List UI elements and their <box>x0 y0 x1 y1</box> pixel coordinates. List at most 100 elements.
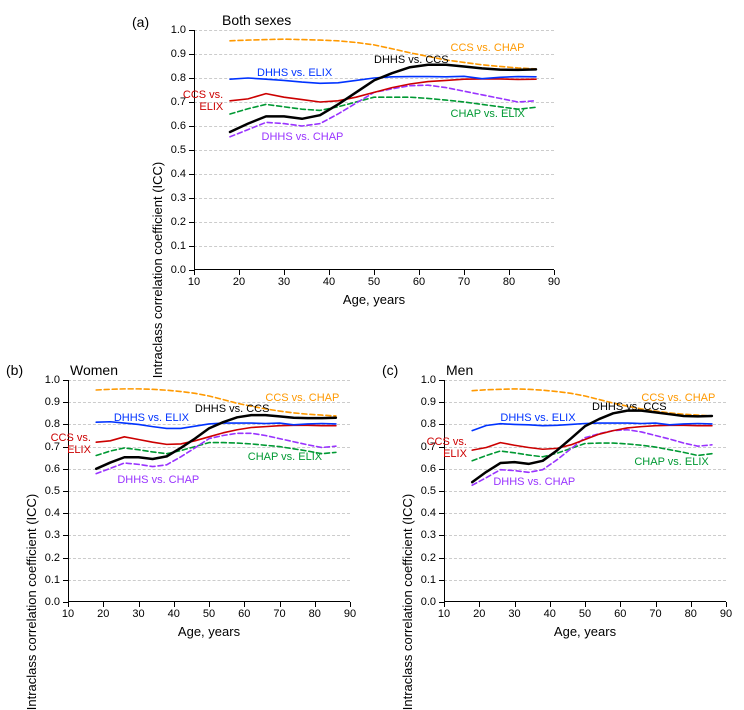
y-tick-label: 1.0 <box>171 24 186 36</box>
x-tick-label: 20 <box>97 608 109 620</box>
y-tick-label: 0.2 <box>171 216 186 228</box>
x-tick <box>374 270 375 275</box>
x-tick-label: 60 <box>413 276 425 288</box>
panel-title-b: Women <box>70 362 118 378</box>
y-tick-label: 0.3 <box>45 529 60 541</box>
y-tick <box>63 602 68 603</box>
y-tick-label: 0.9 <box>171 48 186 60</box>
x-tick-label: 90 <box>720 608 732 620</box>
y-tick-label: 0.8 <box>171 72 186 84</box>
series-label-chap_elix: CHAP vs. ELIX <box>451 108 525 120</box>
series-ccs_elix <box>96 425 336 444</box>
x-tick <box>103 602 104 607</box>
y-tick-label: 0.2 <box>421 552 436 564</box>
series-label-dhhs_elix: DHHS vs. ELIX <box>500 412 575 424</box>
x-tick-label: 60 <box>238 608 250 620</box>
x-tick <box>515 602 516 607</box>
y-tick-label: 0.6 <box>45 463 60 475</box>
series-ccs_elix <box>472 425 712 450</box>
x-axis-title: Age, years <box>343 292 405 307</box>
x-axis-title: Age, years <box>178 624 240 639</box>
x-tick <box>284 270 285 275</box>
y-tick-label: 0.5 <box>171 144 186 156</box>
y-tick <box>439 602 444 603</box>
y-tick-label: 1.0 <box>45 374 60 386</box>
series-label-ccs_elix: CCS vs.ELIX <box>183 89 223 113</box>
x-tick-label: 80 <box>503 276 515 288</box>
y-tick-label: 0.4 <box>171 168 186 180</box>
x-tick <box>280 602 281 607</box>
x-tick <box>239 270 240 275</box>
x-tick <box>726 602 727 607</box>
series-label-chap_elix: CHAP vs. ELIX <box>634 456 708 468</box>
x-tick-label: 30 <box>278 276 290 288</box>
x-tick <box>139 602 140 607</box>
series-label-dhhs_chap: DHHS vs. CHAP <box>493 476 575 488</box>
y-tick-label: 1.0 <box>421 374 436 386</box>
x-tick <box>329 270 330 275</box>
x-tick-label: 30 <box>132 608 144 620</box>
x-tick-label: 80 <box>685 608 697 620</box>
x-tick <box>244 602 245 607</box>
x-tick-label: 10 <box>438 608 450 620</box>
x-tick <box>174 602 175 607</box>
series-label-dhhs_ccs: DHHS vs. CCS <box>374 54 449 66</box>
y-tick-label: 0.3 <box>171 192 186 204</box>
x-tick-label: 40 <box>544 608 556 620</box>
x-tick-label: 10 <box>62 608 74 620</box>
x-tick-label: 90 <box>548 276 560 288</box>
x-tick-label: 90 <box>344 608 356 620</box>
x-tick-label: 70 <box>458 276 470 288</box>
series-label-dhhs_elix: DHHS vs. ELIX <box>114 412 189 424</box>
x-tick <box>419 270 420 275</box>
x-tick <box>464 270 465 275</box>
y-tick-label: 0.6 <box>421 463 436 475</box>
y-tick-label: 0.5 <box>45 485 60 497</box>
x-tick-label: 50 <box>368 276 380 288</box>
series-svg <box>444 380 726 602</box>
x-axis-title: Age, years <box>554 624 616 639</box>
series-label-dhhs_chap: DHHS vs. CHAP <box>117 474 199 486</box>
series-label-dhhs_chap: DHHS vs. CHAP <box>262 131 344 143</box>
y-tick-label: 0.3 <box>421 529 436 541</box>
x-tick-label: 60 <box>614 608 626 620</box>
y-tick-label: 0.6 <box>171 120 186 132</box>
series-label-ccs_chap: CCS vs. CHAP <box>451 42 525 54</box>
y-tick-label: 0.8 <box>45 418 60 430</box>
x-tick-label: 80 <box>309 608 321 620</box>
series-label-dhhs_elix: DHHS vs. ELIX <box>257 67 332 79</box>
y-tick-label: 0.5 <box>421 485 436 497</box>
x-tick <box>315 602 316 607</box>
y-tick-label: 0.9 <box>421 396 436 408</box>
y-tick-label: 0.2 <box>45 552 60 564</box>
series-label-ccs_elix: CCS vs.ELIX <box>427 436 467 460</box>
x-tick <box>620 602 621 607</box>
x-tick <box>509 270 510 275</box>
y-tick-label: 0.9 <box>45 396 60 408</box>
x-tick-label: 20 <box>233 276 245 288</box>
y-axis-title: Intraclass correlation coefficient (ICC) <box>150 162 165 379</box>
x-tick <box>550 602 551 607</box>
x-tick-label: 70 <box>273 608 285 620</box>
x-tick <box>68 602 69 607</box>
x-tick <box>656 602 657 607</box>
x-tick-label: 30 <box>508 608 520 620</box>
panel-letter-a: (a) <box>132 14 149 30</box>
x-tick-label: 50 <box>203 608 215 620</box>
y-tick-label: 0.1 <box>45 574 60 586</box>
y-tick-label: 0.8 <box>421 418 436 430</box>
series-label-dhhs_ccs: DHHS vs. CCS <box>195 403 270 415</box>
x-tick <box>350 602 351 607</box>
series-label-dhhs_ccs: DHHS vs. CCS <box>592 401 667 413</box>
x-tick <box>444 602 445 607</box>
y-tick-label: 0.0 <box>45 596 60 608</box>
x-tick-label: 10 <box>188 276 200 288</box>
y-tick-label: 0.4 <box>421 507 436 519</box>
x-tick <box>479 602 480 607</box>
x-tick <box>554 270 555 275</box>
series-label-chap_elix: CHAP vs. ELIX <box>248 451 322 463</box>
panel-letter-b: (b) <box>6 362 23 378</box>
y-tick-label: 0.1 <box>171 240 186 252</box>
plot-area-a: 1020304050607080900.00.10.20.30.40.50.60… <box>194 30 554 270</box>
x-tick-label: 50 <box>579 608 591 620</box>
